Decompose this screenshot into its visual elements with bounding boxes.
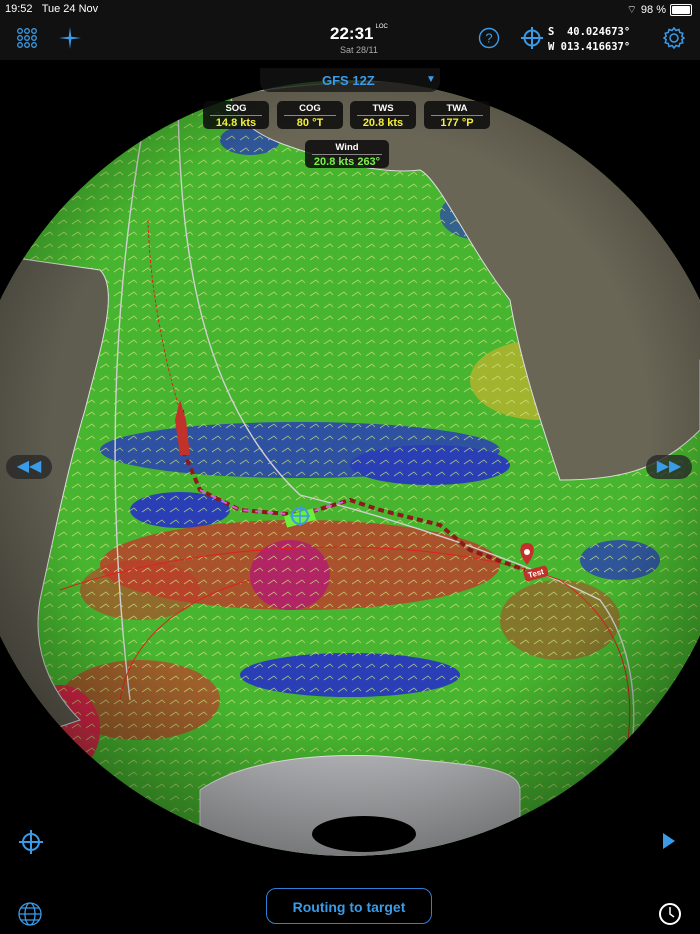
clock-suffix: LOC — [375, 24, 388, 30]
compass-star-icon[interactable] — [59, 27, 81, 49]
clock-time: 22:31 — [330, 24, 374, 43]
weather-model-selector[interactable]: GFS 12Z ▼ — [260, 68, 440, 92]
instrument-label: COG — [284, 103, 336, 116]
status-date: Tue 24 Nov — [41, 3, 99, 15]
rewind-icon: ◀◀ — [16, 458, 42, 475]
instrument-sog: SOG 14.8 kts — [203, 101, 269, 129]
globe-map[interactable] — [0, 60, 700, 860]
clock-date: Sat 28/11 — [339, 45, 378, 55]
gear-icon[interactable] — [662, 26, 686, 50]
battery-percent: 98 % — [640, 4, 666, 16]
instrument-twa: TWA 177 °P — [424, 101, 490, 129]
rewind-button[interactable]: ◀◀ — [6, 455, 52, 479]
position-readout: S 40.024673° W 013.416637° — [548, 25, 630, 55]
instrument-wind: Wind 20.8 kts 263° — [305, 140, 389, 168]
clock: 22:31 LOC Sat 28/11 — [330, 24, 388, 55]
instrument-tws: TWS 20.8 kts — [350, 101, 416, 129]
longitude: W 013.416637° — [548, 41, 631, 53]
instrument-cog: COG 80 °T — [277, 101, 343, 129]
instrument-value: 177 °P — [440, 117, 474, 129]
boat-position-icon[interactable] — [290, 506, 310, 526]
clock-icon[interactable] — [657, 900, 683, 928]
instrument-value: 20.8 kts — [362, 117, 404, 129]
route-line — [180, 409, 526, 572]
help-icon[interactable]: ? — [478, 27, 500, 49]
instrument-label: TWS — [357, 103, 409, 116]
instrument-value: 20.8 kts 263° — [313, 156, 381, 168]
status-time: 19:52 — [5, 3, 33, 15]
grid-menu-icon[interactable] — [16, 27, 38, 49]
fast-forward-icon: ▶▶ — [656, 458, 682, 475]
top-toolbar: 22:31 LOC Sat 28/11 ? S 40.024673° W 013.… — [0, 18, 700, 60]
instrument-label: SOG — [210, 103, 262, 116]
instrument-label: Wind — [312, 142, 382, 155]
status-bar: 19:52 Tue 24 Nov ⌔ 98 % — [0, 0, 700, 18]
instrument-value: 14.8 kts — [215, 117, 257, 129]
dropdown-triangle-icon: ▼ — [426, 74, 436, 85]
play-icon[interactable] — [662, 832, 676, 850]
boat-track — [175, 400, 190, 455]
globe-icon[interactable] — [17, 901, 43, 927]
route-segment — [199, 489, 351, 517]
center-crosshair-icon[interactable] — [19, 830, 43, 854]
instrument-value: 80 °T — [296, 117, 324, 129]
battery-icon — [670, 4, 692, 16]
crosshair-icon[interactable] — [521, 27, 543, 49]
weather-model-label: GFS 12Z — [322, 73, 375, 88]
target-marker[interactable] — [520, 543, 534, 565]
instrument-label: TWA — [431, 103, 483, 116]
latitude: S 40.024673° — [548, 26, 631, 38]
routing-to-target-button[interactable]: Routing to target — [266, 888, 432, 924]
svg-text:?: ? — [485, 31, 492, 46]
fast-forward-button[interactable]: ▶▶ — [646, 455, 692, 479]
wifi-icon: ⌔ — [626, 4, 637, 16]
